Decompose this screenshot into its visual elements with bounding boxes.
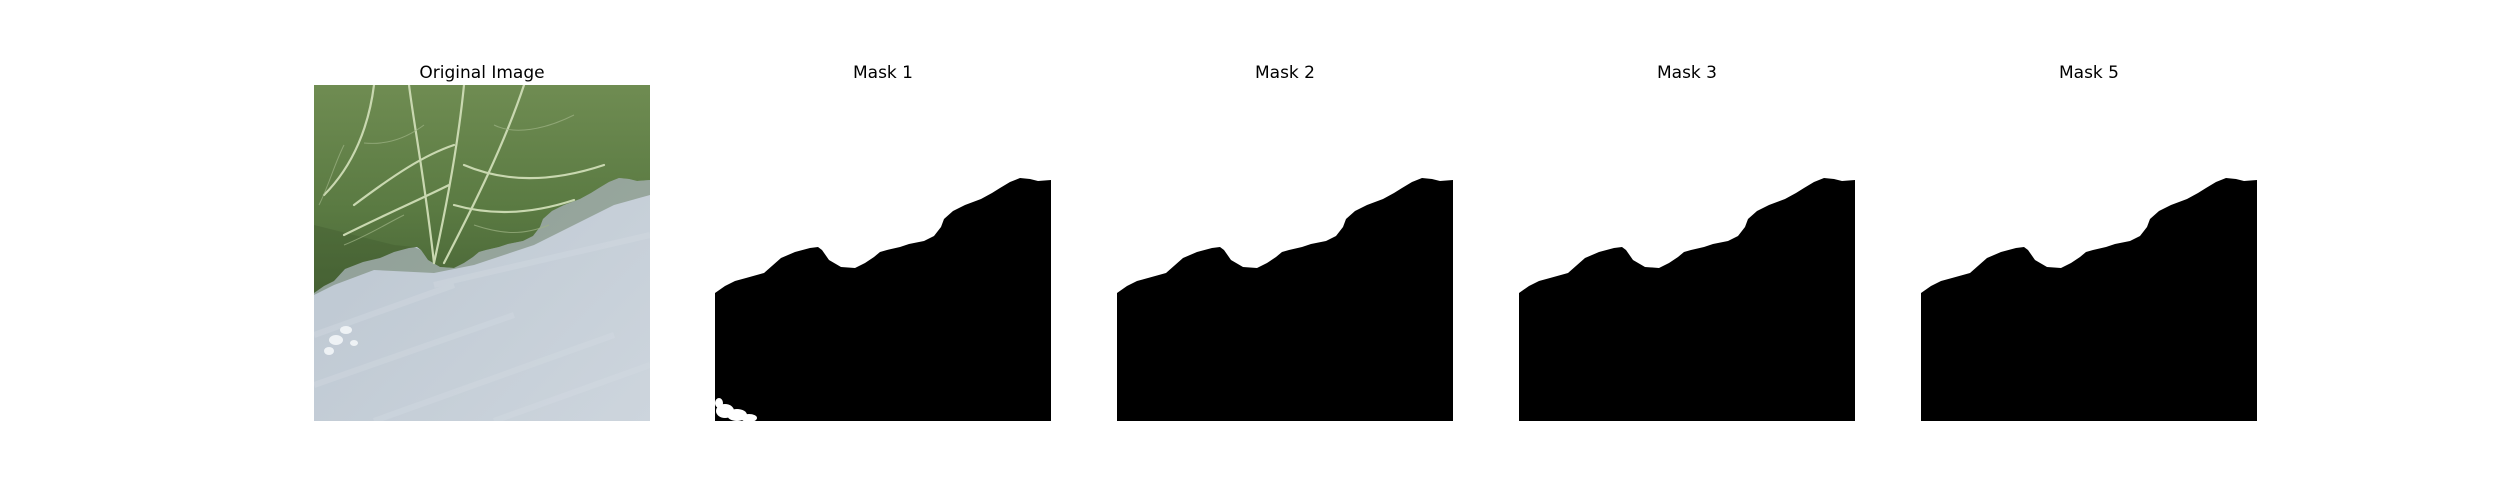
mask-region: [1519, 178, 1855, 421]
panel-title: Mask 3: [1656, 63, 1717, 83]
mask-5-svg: [1921, 85, 2257, 421]
leaf-shadow: [314, 178, 650, 295]
mask-3-svg: [1519, 85, 1855, 421]
panel-mask-2: Mask 2: [1117, 60, 1453, 421]
panel-title: Mask 2: [1254, 63, 1315, 83]
mask-2-svg: [1117, 85, 1453, 421]
mask-region: [1921, 178, 2257, 421]
mask-image: [1519, 85, 1855, 421]
surface-reflections: [324, 326, 358, 355]
panel-title: Original Image: [419, 63, 545, 83]
panel-mask-5: Mask 5: [1921, 60, 2257, 421]
panel-title: Mask 5: [2058, 63, 2119, 83]
surface-streaks: [314, 232, 650, 421]
mask-region: [1117, 178, 1453, 421]
panel-original-image: Original Image: [314, 60, 650, 421]
mask-region: [715, 178, 1051, 421]
leaf-minor-veins: [318, 114, 575, 246]
mask-image: [1117, 85, 1453, 421]
panel-mask-1: Mask 1: [715, 60, 1051, 421]
mask-1-artifact: [715, 398, 757, 421]
leaf-veins: [322, 85, 606, 265]
original-image: [314, 85, 650, 421]
leaf-photo: [314, 85, 650, 421]
mask-image: [1921, 85, 2257, 421]
mask-1-svg: [715, 85, 1051, 421]
mask-image: [715, 85, 1051, 421]
panel-mask-3: Mask 3: [1519, 60, 1855, 421]
panel-title: Mask 1: [852, 63, 913, 83]
